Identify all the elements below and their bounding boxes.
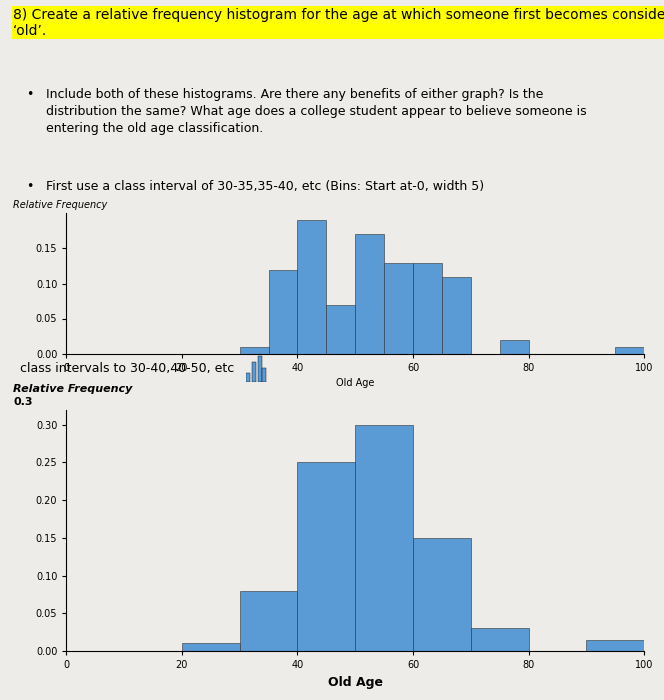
Bar [268, 270, 297, 354]
Bar [413, 538, 471, 651]
Text: class intervals to 30-40,40-50, etc: class intervals to 30-40,40-50, etc [20, 362, 234, 375]
Text: 0.3: 0.3 [13, 397, 33, 407]
Text: Relative Frequency: Relative Frequency [13, 384, 133, 394]
Bar [327, 304, 355, 354]
Bar [586, 640, 644, 651]
Text: Relative Frequency: Relative Frequency [13, 199, 108, 210]
X-axis label: Old Age: Old Age [328, 676, 382, 689]
Bar [252, 362, 256, 382]
Bar [246, 373, 250, 382]
Text: •: • [27, 181, 34, 193]
Bar [355, 234, 384, 354]
Bar [258, 356, 262, 382]
Bar [297, 220, 327, 354]
Bar [384, 262, 413, 354]
Bar [499, 340, 529, 354]
Bar [413, 262, 442, 354]
Text: First use a class interval of 30-35,35-40, etc (Bins: Start at-0, width 5): First use a class interval of 30-35,35-4… [46, 181, 485, 193]
Bar [297, 462, 355, 651]
Bar [442, 276, 471, 354]
X-axis label: Old Age: Old Age [336, 378, 374, 388]
Bar [262, 368, 266, 382]
Bar [615, 346, 644, 354]
Bar [240, 591, 297, 651]
Bar [240, 346, 269, 354]
Bar [182, 643, 240, 651]
Text: 8) Create a relative frequency histogram for the age at which someone first beco: 8) Create a relative frequency histogram… [13, 8, 664, 38]
Bar [471, 629, 529, 651]
Bar [355, 425, 413, 651]
Text: Include both of these histograms. Are there any benefits of either graph? Is the: Include both of these histograms. Are th… [46, 88, 587, 135]
Text: •: • [27, 88, 34, 102]
